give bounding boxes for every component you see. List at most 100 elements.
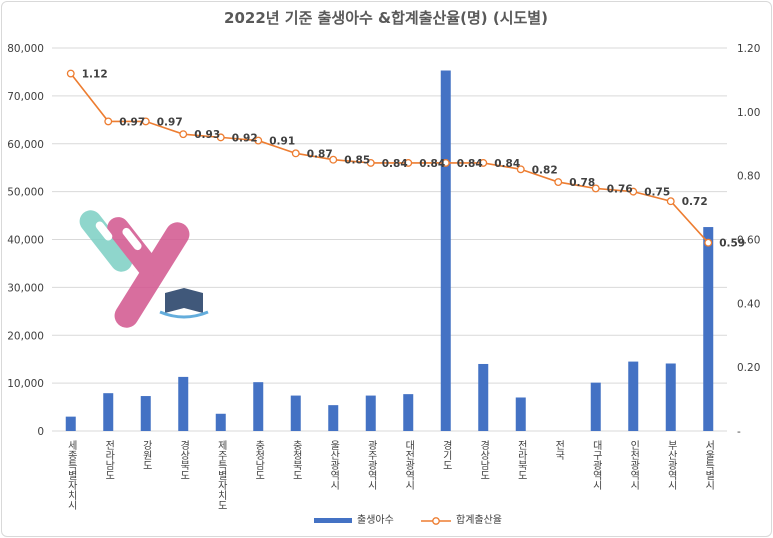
legend-swatch-births (314, 518, 352, 523)
bar (103, 393, 114, 431)
data-label: 1.12 (82, 69, 108, 81)
x-axis-tick-label: 전라북도 (515, 440, 527, 480)
left-axis-tick-label: 80,000 (7, 43, 44, 55)
left-axis-tick-label: 60,000 (7, 139, 44, 151)
x-axis-tick-label: 대전광역시 (403, 440, 415, 490)
left-axis-tick-label: 70,000 (7, 91, 44, 103)
data-label: 0.97 (119, 116, 145, 128)
line-point (141, 117, 150, 126)
left-axis-tick-label: 0 (37, 426, 44, 438)
right-axis-tick-label: 0.80 (737, 171, 760, 183)
bar (215, 413, 226, 431)
right-axis-tick-label: 1.00 (737, 107, 760, 119)
left-axis-tick-label: 50,000 (7, 187, 44, 199)
x-axis-tick-label: 강원도 (140, 440, 152, 470)
right-axis-tick-label: 1.20 (737, 43, 760, 55)
x-axis-tick-label: 세종특별자치시 (65, 440, 77, 510)
line-point (179, 130, 188, 139)
bar (403, 394, 414, 431)
x-axis-tick-label: 경기도 (440, 439, 452, 470)
line-point (479, 158, 488, 167)
chart-title: 2022년 기준 출생아수 &합계출산율(명) (시도별) (224, 9, 548, 27)
line-point (216, 133, 225, 142)
left-axis-tick-label: 40,000 (7, 235, 44, 247)
line-point (291, 149, 300, 158)
data-label: 0.59 (719, 238, 745, 250)
right-axis-ticks: - 0.20 0.40 0.60 0.80 1.00 1.20 (737, 43, 760, 438)
data-label: 0.84 (494, 158, 520, 170)
bar (628, 361, 639, 431)
legend: 출생아수 합계출산율 (314, 514, 502, 526)
line-point (704, 238, 713, 247)
bar (253, 382, 264, 431)
x-axis-tick-label: 제주특별자치도 (215, 440, 227, 510)
x-axis-tick-label: 경상남도 (478, 439, 490, 480)
left-axis-tick-label: 10,000 (7, 378, 44, 390)
x-axis-tick-label: 부산광역시 (665, 440, 677, 490)
data-label: 0.78 (569, 177, 595, 189)
bar (703, 227, 714, 431)
data-label: 0.84 (457, 158, 483, 170)
bar (440, 70, 451, 431)
x-axis-tick-label: 울산광역시 (328, 440, 340, 490)
right-axis-tick-label: 0.60 (737, 235, 760, 247)
data-label: 0.87 (307, 148, 333, 160)
line-point (404, 158, 413, 167)
bar (478, 363, 489, 431)
legend-label-fertility: 합계출산율 (456, 514, 502, 526)
bar (140, 396, 151, 431)
right-axis-tick-label: 0.20 (737, 362, 760, 374)
left-axis-ticks: 0 10,000 20,000 30,000 40,000 50,000 60,000 70,… (7, 43, 44, 438)
watermark-logo (79, 210, 209, 328)
x-axis-ticks: 세종특별자치시 전라남도 강원도 경상북도 제주특별자치도 충청남도 충청북도 울산광역시 광주… (65, 439, 714, 510)
line-point (554, 178, 563, 186)
gridlines (52, 47, 727, 432)
left-axis-tick-label: 30,000 (7, 282, 44, 294)
line-point (366, 158, 375, 167)
data-label: 0.85 (344, 155, 370, 167)
data-label: 0.84 (382, 158, 408, 170)
x-axis-tick-label: 경상북도 (178, 439, 190, 480)
bar (65, 416, 76, 431)
data-label: 0.72 (682, 196, 708, 208)
bar (365, 395, 376, 431)
line-point (666, 197, 675, 206)
x-axis-tick-label: 광주광역시 (365, 440, 377, 490)
data-label: 0.91 (269, 136, 295, 148)
data-label: 0.97 (157, 116, 183, 128)
legend-swatch-fertility-marker (432, 517, 440, 525)
x-axis-tick-label: 충청남도 (253, 440, 265, 480)
bar (590, 382, 601, 431)
x-axis-tick-label: 서울특별시 (703, 440, 715, 490)
x-axis-tick-label: 전라남도 (103, 440, 115, 480)
x-axis-tick-label: 전국 (553, 440, 565, 461)
data-labels: 1.12 0.97 0.97 0.93 0.92 0.91 0.87 0.85 0.84 0.84… (82, 69, 745, 250)
bar (290, 395, 301, 431)
data-label: 0.76 (607, 183, 633, 195)
line-point (441, 158, 450, 167)
bar (665, 363, 676, 431)
bar (515, 397, 526, 431)
right-axis-tick-label: - (737, 426, 741, 438)
legend-label-births: 출생아수 (357, 514, 394, 526)
line-point (329, 155, 338, 164)
data-label: 0.82 (532, 164, 558, 176)
line-point (66, 69, 75, 78)
line-point (516, 165, 525, 174)
data-label: 0.92 (232, 132, 258, 144)
x-axis-tick-label: 대구광역시 (590, 440, 602, 490)
bars-series (65, 70, 714, 431)
left-axis-tick-label: 20,000 (7, 330, 44, 342)
line-point (104, 117, 113, 126)
data-label: 0.75 (644, 187, 670, 199)
x-axis-tick-label: 인천광역시 (628, 440, 640, 490)
data-label: 0.84 (419, 158, 445, 170)
line-point (254, 136, 263, 145)
data-label: 0.93 (194, 129, 220, 141)
x-axis-tick-label: 충청북도 (290, 440, 302, 480)
right-axis-tick-label: 0.40 (737, 298, 760, 310)
fertility-line (70, 73, 709, 244)
bar (328, 405, 339, 431)
